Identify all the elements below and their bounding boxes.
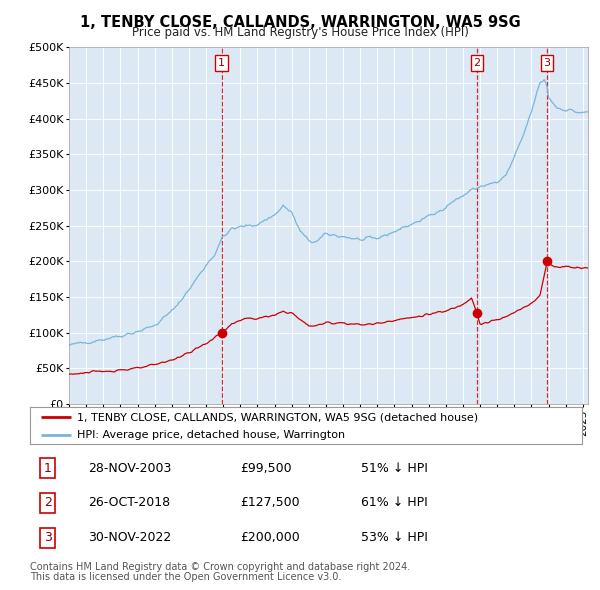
Text: £200,000: £200,000 <box>240 532 299 545</box>
Text: This data is licensed under the Open Government Licence v3.0.: This data is licensed under the Open Gov… <box>30 572 341 582</box>
Text: 61% ↓ HPI: 61% ↓ HPI <box>361 496 428 510</box>
Text: 3: 3 <box>44 532 52 545</box>
Text: 1: 1 <box>218 58 225 68</box>
Text: £127,500: £127,500 <box>240 496 299 510</box>
Text: 51% ↓ HPI: 51% ↓ HPI <box>361 461 428 474</box>
Text: 53% ↓ HPI: 53% ↓ HPI <box>361 532 428 545</box>
Text: 26-OCT-2018: 26-OCT-2018 <box>88 496 170 510</box>
Text: 1: 1 <box>44 461 52 474</box>
Text: 1, TENBY CLOSE, CALLANDS, WARRINGTON, WA5 9SG (detached house): 1, TENBY CLOSE, CALLANDS, WARRINGTON, WA… <box>77 412 478 422</box>
Text: 2: 2 <box>473 58 481 68</box>
Text: Contains HM Land Registry data © Crown copyright and database right 2024.: Contains HM Land Registry data © Crown c… <box>30 562 410 572</box>
Text: 2: 2 <box>44 496 52 510</box>
Text: 30-NOV-2022: 30-NOV-2022 <box>88 532 171 545</box>
Text: Price paid vs. HM Land Registry's House Price Index (HPI): Price paid vs. HM Land Registry's House … <box>131 26 469 39</box>
Text: 3: 3 <box>544 58 551 68</box>
Text: £99,500: £99,500 <box>240 461 292 474</box>
Text: HPI: Average price, detached house, Warrington: HPI: Average price, detached house, Warr… <box>77 430 345 440</box>
Text: 1, TENBY CLOSE, CALLANDS, WARRINGTON, WA5 9SG: 1, TENBY CLOSE, CALLANDS, WARRINGTON, WA… <box>80 15 520 30</box>
Text: 28-NOV-2003: 28-NOV-2003 <box>88 461 172 474</box>
